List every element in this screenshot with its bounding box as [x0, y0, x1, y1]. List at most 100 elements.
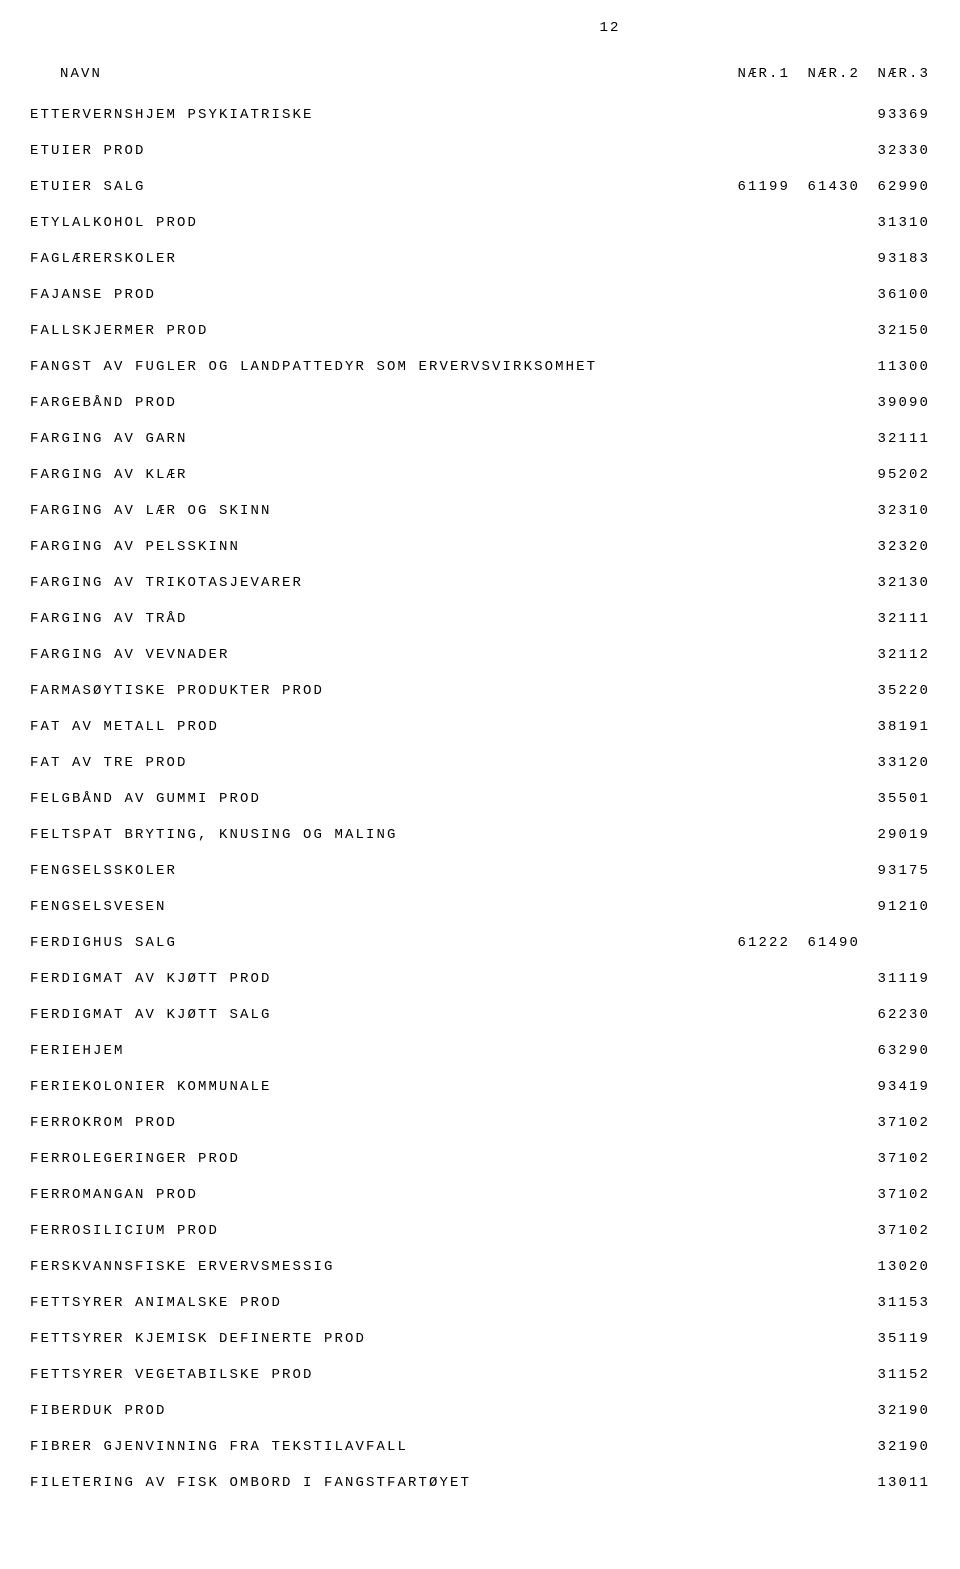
row-col-3: 39090	[860, 395, 930, 411]
table-row: FAT AV TRE PROD33120	[30, 755, 930, 771]
table-row: FARGING AV GARN 32111	[30, 431, 930, 447]
row-col-3: 35501	[860, 791, 930, 807]
row-col-3: 32112	[860, 647, 930, 663]
table-row: FERROMANGAN PROD37102	[30, 1187, 930, 1203]
row-col-3: 93175	[860, 863, 930, 879]
row-name: FANGST AV FUGLER OG LANDPATTEDYR SOM ERV…	[30, 359, 720, 375]
row-col-3: 62230	[860, 1007, 930, 1023]
row-name: FERDIGMAT AV KJØTT PROD	[30, 971, 720, 987]
row-col-3: 11300	[860, 359, 930, 375]
row-name: FIBRER GJENVINNING FRA TEKSTILAVFALL	[30, 1439, 720, 1455]
row-name: FERDIGHUS SALG	[30, 935, 720, 951]
row-col-1: 61222	[720, 935, 790, 951]
table-row: FARGING AV TRIKOTASJEVARER32130	[30, 575, 930, 591]
row-col-3: 93183	[860, 251, 930, 267]
table-row: FERROLEGERINGER PROD 37102	[30, 1151, 930, 1167]
row-name: FERIEKOLONIER KOMMUNALE	[30, 1079, 720, 1095]
table-row: FAT AV METALL PROD38191	[30, 719, 930, 735]
row-name: FARMASØYTISKE PRODUKTER PROD	[30, 683, 720, 699]
row-name: FARGING AV VEVNADER	[30, 647, 720, 663]
table-row: FIBRER GJENVINNING FRA TEKSTILAVFALL 3219…	[30, 1439, 930, 1455]
row-name: FERROLEGERINGER PROD	[30, 1151, 720, 1167]
row-name: FELTSPAT BRYTING, KNUSING OG MALING	[30, 827, 720, 843]
table-row: FARGING AV KLÆR 95202	[30, 467, 930, 483]
row-name: FETTSYRER VEGETABILSKE PROD	[30, 1367, 720, 1383]
table-row: FALLSKJERMER PROD32150	[30, 323, 930, 339]
table-row: FILETERING AV FISK OMBORD I FANGSTFARTØY…	[30, 1475, 930, 1491]
row-name: FERROSILICIUM PROD	[30, 1223, 720, 1239]
table-row: FARGING AV VEVNADER 32112	[30, 647, 930, 663]
row-name: FETTSYRER KJEMISK DEFINERTE PROD	[30, 1331, 720, 1347]
table-row: FIBERDUK PROD 32190	[30, 1403, 930, 1419]
table-row: FENGSELSVESEN 91210	[30, 899, 930, 915]
row-col-3: 95202	[860, 467, 930, 483]
row-col-3: 38191	[860, 719, 930, 735]
page-number: 12	[30, 20, 930, 36]
table-row: ETUIER PROD 32330	[30, 143, 930, 159]
row-name: FALLSKJERMER PROD	[30, 323, 720, 339]
row-name: ETTERVERNSHJEM PSYKIATRISKE	[30, 107, 720, 123]
row-name: FARGING AV KLÆR	[30, 467, 720, 483]
table-row: FETTSYRER KJEMISK DEFINERTE PROD 35119	[30, 1331, 930, 1347]
table-row: FARGING AV TRÅD 32111	[30, 611, 930, 627]
row-name: FAJANSE PROD	[30, 287, 720, 303]
table-row: ETUIER SALG611996143062990	[30, 179, 930, 195]
row-col-3: 91210	[860, 899, 930, 915]
table-row: FARMASØYTISKE PRODUKTER PROD 35220	[30, 683, 930, 699]
row-name: FARGEBÅND PROD	[30, 395, 720, 411]
table-row: FERDIGMAT AV KJØTT PROD 31119	[30, 971, 930, 987]
header-col-2: NÆR.2	[790, 66, 860, 82]
row-col-3: 32190	[860, 1403, 930, 1419]
row-name: FARGING AV TRÅD	[30, 611, 720, 627]
row-name: ETUIER PROD	[30, 143, 720, 159]
table-row: FARGEBÅND PROD 39090	[30, 395, 930, 411]
row-col-3: 32310	[860, 503, 930, 519]
row-name: FILETERING AV FISK OMBORD I FANGSTFARTØY…	[30, 1475, 720, 1491]
row-col-2: 61490	[790, 935, 860, 951]
row-col-3: 31310	[860, 215, 930, 231]
row-name: FENGSELSSKOLER	[30, 863, 720, 879]
row-col-3: 37102	[860, 1223, 930, 1239]
table-row: FERIEHJEM63290	[30, 1043, 930, 1059]
row-name: FIBERDUK PROD	[30, 1403, 720, 1419]
table-row: ETTERVERNSHJEM PSYKIATRISKE 93369	[30, 107, 930, 123]
header-col-1: NÆR.1	[720, 66, 790, 82]
row-name: FERSKVANNSFISKE ERVERVSMESSIG	[30, 1259, 720, 1275]
row-col-3: 63290	[860, 1043, 930, 1059]
row-name: FAGLÆRERSKOLER	[30, 251, 720, 267]
row-col-3: 32111	[860, 611, 930, 627]
row-name: ETYLALKOHOL PROD	[30, 215, 720, 231]
row-name: FARGING AV GARN	[30, 431, 720, 447]
table-row: FERDIGMAT AV KJØTT SALG62230	[30, 1007, 930, 1023]
row-col-3: 35119	[860, 1331, 930, 1347]
row-col-3: 31119	[860, 971, 930, 987]
row-name: FETTSYRER ANIMALSKE PROD	[30, 1295, 720, 1311]
row-col-3: 36100	[860, 287, 930, 303]
row-name: FENGSELSVESEN	[30, 899, 720, 915]
table-row: FARGING AV LÆR OG SKINN32310	[30, 503, 930, 519]
row-col-3: 31153	[860, 1295, 930, 1311]
table-row: FAGLÆRERSKOLER 93183	[30, 251, 930, 267]
table-row: FAJANSE PROD 36100	[30, 287, 930, 303]
row-col-3: 32111	[860, 431, 930, 447]
table-row: FETTSYRER ANIMALSKE PROD 31153	[30, 1295, 930, 1311]
header-col-3: NÆR.3	[860, 66, 930, 82]
row-col-3: 93369	[860, 107, 930, 123]
row-col-3: 33120	[860, 755, 930, 771]
row-name: FERROKROM PROD	[30, 1115, 720, 1131]
row-name: FARGING AV PELSSKINN	[30, 539, 720, 555]
table-header-row: NAVN NÆR.1 NÆR.2 NÆR.3	[30, 66, 930, 82]
table-row: FERROKROM PROD37102	[30, 1115, 930, 1131]
row-col-3: 35220	[860, 683, 930, 699]
table-row: FETTSYRER VEGETABILSKE PROD31152	[30, 1367, 930, 1383]
row-name: FARGING AV TRIKOTASJEVARER	[30, 575, 720, 591]
row-name: FELGBÅND AV GUMMI PROD	[30, 791, 720, 807]
row-name: ETUIER SALG	[30, 179, 720, 195]
table-row: FERSKVANNSFISKE ERVERVSMESSIG13020	[30, 1259, 930, 1275]
row-col-3: 32190	[860, 1439, 930, 1455]
row-col-3: 32330	[860, 143, 930, 159]
table-row: FERDIGHUS SALG6122261490	[30, 935, 930, 951]
table-row: FELGBÅND AV GUMMI PROD 35501	[30, 791, 930, 807]
row-col-3: 37102	[860, 1151, 930, 1167]
row-name: FERROMANGAN PROD	[30, 1187, 720, 1203]
